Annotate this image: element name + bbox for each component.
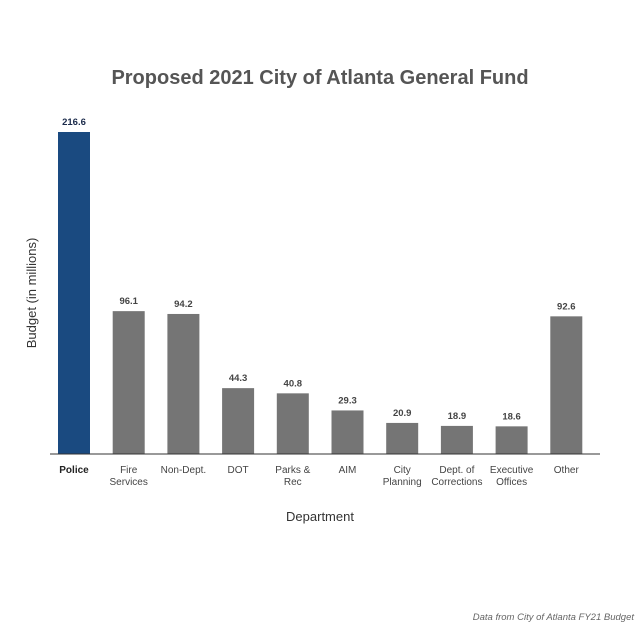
value-labels-group: 216.6 96.1 94.2 44.3 40.8 29.3 20.9 18.9 18.6 92.… — [62, 117, 575, 422]
category-label-6-line-0: City — [394, 465, 411, 476]
category-label-6-line-1: Planning — [383, 477, 422, 488]
bar-9 — [550, 316, 583, 454]
value-label-4: 40.8 — [284, 378, 303, 389]
category-label-7-line-1: Corrections — [431, 477, 482, 488]
bar-0 — [58, 132, 90, 454]
value-label-3: 44.3 — [229, 373, 248, 384]
bar-8 — [495, 426, 528, 454]
category-label-3: DOT — [228, 465, 249, 476]
x-axis-label: Department — [286, 509, 354, 524]
value-label-5: 29.3 — [338, 395, 357, 406]
value-label-8: 18.6 — [502, 411, 521, 422]
category-label-7-line-0: Dept. of — [439, 465, 474, 476]
bars-group — [58, 132, 583, 454]
bar-6 — [386, 422, 419, 454]
y-axis-label: Budget (in millions) — [24, 238, 39, 349]
bar-4 — [276, 393, 309, 454]
category-label-5: AIM — [339, 465, 357, 476]
bar-1 — [112, 311, 145, 454]
value-label-9: 92.6 — [557, 301, 576, 312]
value-label-7: 18.9 — [448, 411, 467, 422]
category-label-4-line-0: Parks & — [275, 465, 310, 476]
bar-5 — [331, 410, 364, 454]
bar-7 — [440, 425, 473, 454]
category-label-2: Non-Dept. — [161, 465, 207, 476]
value-label-0: 216.6 — [62, 117, 86, 128]
bar-3 — [222, 388, 255, 454]
category-label-4-line-1: Rec — [284, 477, 302, 488]
category-label-1-line-0: Fire — [120, 465, 138, 476]
bar-2 — [167, 313, 200, 454]
value-label-1: 96.1 — [119, 296, 138, 307]
category-label-8-line-0: Executive — [490, 465, 534, 476]
category-label-1-line-1: Services — [110, 477, 148, 488]
category-label-9: Other — [554, 465, 580, 476]
category-label-8-line-1: Offices — [496, 477, 527, 488]
value-label-6: 20.9 — [393, 408, 412, 419]
value-label-2: 94.2 — [174, 299, 193, 310]
source-note: Data from City of Atlanta FY21 Budget — [473, 612, 635, 623]
category-label-0: Police — [59, 465, 89, 476]
chart-title: Proposed 2021 City of Atlanta General Fu… — [111, 67, 528, 89]
